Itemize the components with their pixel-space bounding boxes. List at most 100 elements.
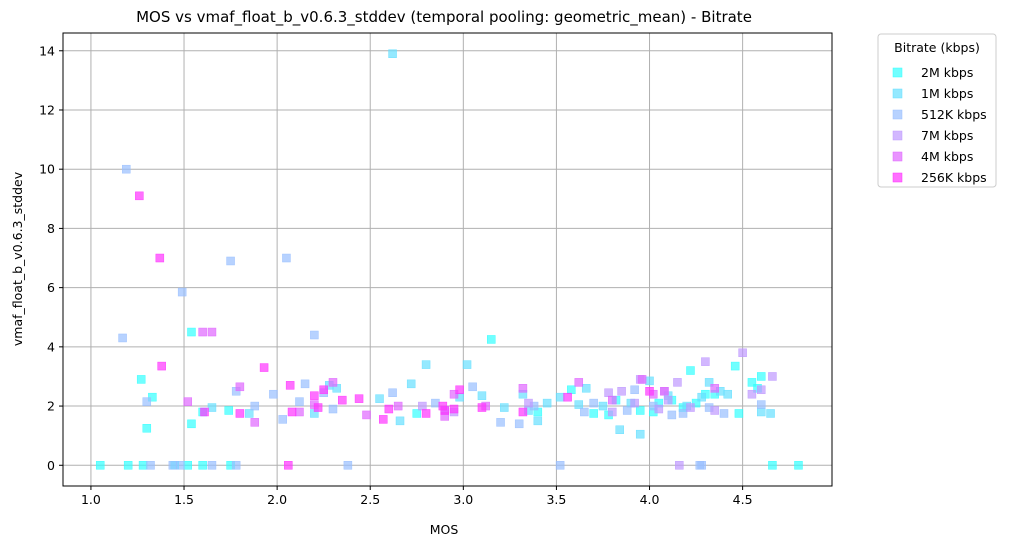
x-axis-label: MOS xyxy=(430,522,459,537)
data-point xyxy=(663,395,673,405)
data-point xyxy=(654,404,664,414)
data-point xyxy=(518,384,528,393)
data-point xyxy=(563,392,572,402)
data-point xyxy=(406,379,416,389)
data-point xyxy=(533,416,543,426)
data-point xyxy=(697,392,706,402)
data-point xyxy=(768,461,777,470)
data-point xyxy=(645,387,654,396)
data-point xyxy=(142,397,152,406)
data-point xyxy=(148,392,157,402)
data-point xyxy=(747,389,757,399)
data-point xyxy=(667,410,677,420)
data-point xyxy=(187,327,196,337)
data-point xyxy=(617,387,626,396)
data-point xyxy=(574,378,584,387)
grid-lines xyxy=(63,33,832,486)
data-point xyxy=(686,366,695,375)
legend-label: 1M kbps xyxy=(921,86,973,101)
data-point xyxy=(375,394,384,403)
data-point xyxy=(142,424,152,433)
data-point xyxy=(328,404,338,414)
data-point xyxy=(338,395,347,405)
data-point xyxy=(673,378,682,387)
data-point xyxy=(343,461,353,470)
x-tick-label: 4.0 xyxy=(640,492,660,507)
data-point xyxy=(738,348,747,358)
data-point xyxy=(412,409,422,418)
data-point xyxy=(675,461,684,470)
data-point xyxy=(135,191,144,201)
y-tick-label: 0 xyxy=(47,458,55,473)
y-axis-label: vmaf_float_b_v0.6.3_stddev xyxy=(10,171,25,346)
data-point xyxy=(756,400,766,409)
series-7m-kbps xyxy=(418,348,777,470)
data-point xyxy=(231,461,241,470)
data-point xyxy=(730,361,740,371)
y-tick-label: 8 xyxy=(47,221,55,236)
data-point xyxy=(319,385,328,395)
legend-title: Bitrate (kbps) xyxy=(894,40,980,55)
y-tick-label: 14 xyxy=(39,43,55,58)
data-point xyxy=(300,379,310,389)
data-point xyxy=(198,327,207,337)
data-point xyxy=(580,407,589,417)
data-point xyxy=(138,461,148,470)
data-point xyxy=(734,409,744,418)
data-point xyxy=(615,425,624,434)
legend-items: 2M kbps 1M kbps 512K kbps 7M kbps 4M kbps 256… xyxy=(892,65,987,185)
data-point xyxy=(598,401,608,411)
data-point xyxy=(200,407,209,417)
data-point xyxy=(500,403,509,412)
data-point xyxy=(157,361,166,371)
data-point xyxy=(295,397,304,406)
data-point xyxy=(168,461,178,470)
data-point xyxy=(710,406,719,415)
data-point xyxy=(449,404,459,414)
data-point xyxy=(123,461,133,470)
x-tick-label: 2.0 xyxy=(267,492,287,507)
y-tick-label: 4 xyxy=(47,339,55,354)
data-point xyxy=(496,418,505,427)
legend-box xyxy=(877,33,997,188)
data-point xyxy=(388,388,397,397)
data-point xyxy=(95,461,105,470)
data-point xyxy=(630,385,639,395)
data-point xyxy=(207,461,217,470)
data-point xyxy=(542,398,552,408)
data-point xyxy=(362,410,371,420)
y-tick-label: 6 xyxy=(47,280,55,295)
x-tick-label: 1.0 xyxy=(81,492,101,507)
data-point xyxy=(555,461,565,470)
data-point xyxy=(462,360,472,369)
data-point xyxy=(282,253,291,263)
data-point xyxy=(622,406,632,415)
data-point xyxy=(756,385,766,395)
data-point xyxy=(354,394,364,403)
data-point xyxy=(686,403,695,412)
data-point xyxy=(608,407,617,417)
data-point xyxy=(637,375,647,384)
legend-marker xyxy=(892,109,903,120)
data-point xyxy=(691,398,701,408)
data-point xyxy=(645,376,654,386)
legend-label: 7M kbps xyxy=(921,128,973,143)
data-point xyxy=(235,382,245,392)
series-256k-kbps xyxy=(135,191,654,470)
series-1m-kbps xyxy=(207,49,775,439)
data-point xyxy=(235,409,245,418)
data-point xyxy=(393,401,403,411)
data-point xyxy=(287,407,297,417)
data-point xyxy=(226,256,235,266)
data-point xyxy=(756,407,766,417)
data-point xyxy=(379,415,388,424)
legend-marker xyxy=(892,130,903,141)
data-point xyxy=(766,409,775,418)
x-tick-label: 1.5 xyxy=(174,492,194,507)
data-point xyxy=(449,389,459,399)
legend-label: 2M kbps xyxy=(921,65,973,80)
data-point xyxy=(635,429,645,439)
data-point xyxy=(250,401,260,411)
data-point xyxy=(477,403,487,412)
